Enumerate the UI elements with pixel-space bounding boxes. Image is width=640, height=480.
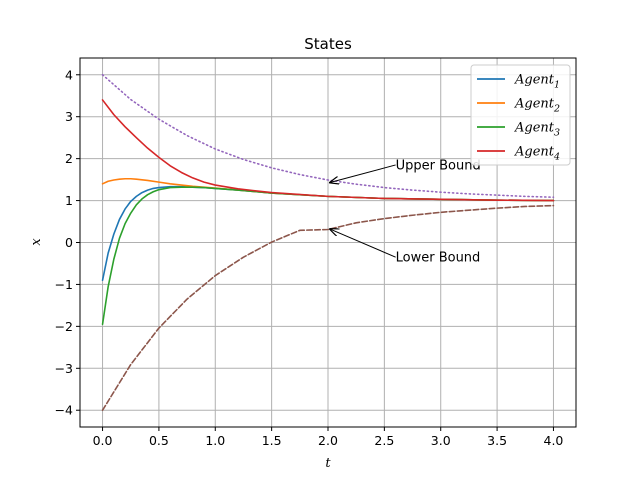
y-tick-label: 4	[65, 67, 73, 82]
y-tick-label: −1	[55, 277, 73, 292]
legend-label-agent3: Agent3	[514, 121, 560, 139]
x-tick-label: 4.0	[544, 433, 564, 448]
legend-label-subscript: 2	[553, 104, 560, 115]
y-tick-label: −4	[55, 403, 73, 418]
x-axis-label: t	[325, 456, 331, 471]
legend-label-base: Agent	[514, 145, 555, 160]
x-tick-label: 0.5	[149, 433, 169, 448]
annotation-label: Lower Bound	[396, 251, 481, 266]
x-tick-label: 0.0	[93, 433, 113, 448]
annotations: Upper Bound Lower Bound	[330, 158, 481, 266]
legend-label-subscript: 4	[553, 152, 560, 163]
x-tick-label: 3.0	[431, 433, 451, 448]
legend-label-agent2: Agent2	[514, 97, 560, 115]
x-tick-label: 3.5	[487, 433, 507, 448]
series-line-agent4	[101, 99, 555, 202]
y-tick-label: 3	[65, 109, 73, 124]
legend-label-base: Agent	[514, 73, 555, 88]
x-tick-label: 1.5	[262, 433, 282, 448]
chart-title: States	[304, 35, 352, 53]
annotation-arrow	[330, 164, 396, 183]
y-axis-label: x	[29, 238, 44, 246]
legend-box	[470, 64, 571, 166]
x-tick-label: 2.0	[318, 433, 338, 448]
y-tick-label: 0	[65, 235, 73, 250]
legend-label-agent1: Agent1	[514, 73, 560, 91]
legend-label-base: Agent	[514, 97, 555, 112]
annotation-label: Upper Bound	[396, 158, 481, 173]
legend-label-subscript: 1	[554, 80, 560, 91]
legend-label-base: Agent	[514, 121, 555, 136]
y-tick-label: −2	[55, 319, 73, 334]
x-tick-label: 2.5	[374, 433, 394, 448]
legend-label-subscript: 3	[554, 128, 560, 139]
annotation-arrow	[330, 229, 396, 258]
axis-ticks: 0.0 0.5 1.0 1.5 2.0 2.5 3.0 3.5 4.0 4 3 2 1 0 −1 −2 −3 −4	[55, 67, 564, 448]
y-tick-label: −3	[55, 361, 73, 376]
legend-label-agent4: Agent4	[514, 145, 560, 163]
y-tick-label: 1	[65, 193, 73, 208]
x-tick-label: 1.0	[205, 433, 225, 448]
y-tick-label: 2	[65, 151, 73, 166]
